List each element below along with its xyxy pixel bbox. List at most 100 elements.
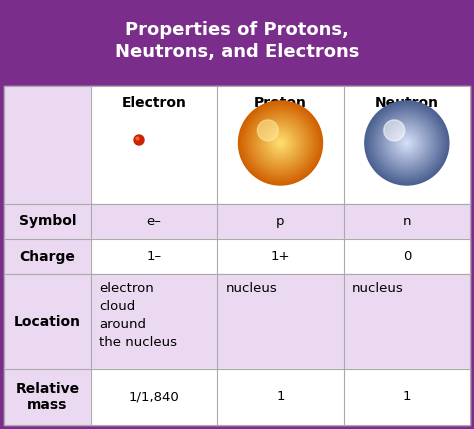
Bar (218, 274, 344, 369)
Circle shape (249, 112, 311, 174)
Bar (344, 204, 470, 239)
Bar (4, 274, 91, 369)
Circle shape (248, 111, 312, 175)
Circle shape (250, 113, 310, 173)
Circle shape (277, 140, 283, 146)
Circle shape (368, 104, 446, 182)
Bar (218, 204, 344, 239)
Circle shape (252, 114, 310, 172)
Circle shape (279, 141, 283, 145)
Circle shape (374, 110, 440, 176)
Text: 1: 1 (276, 390, 285, 404)
Text: Neutron: Neutron (375, 96, 439, 110)
Circle shape (280, 142, 282, 144)
Text: p: p (276, 215, 285, 228)
Circle shape (256, 119, 304, 167)
Circle shape (246, 108, 316, 178)
Text: Properties of Protons,
Neutrons, and Electrons: Properties of Protons, Neutrons, and Ele… (115, 21, 359, 61)
Circle shape (396, 132, 418, 154)
Circle shape (273, 136, 288, 150)
Circle shape (272, 134, 290, 152)
Circle shape (373, 109, 441, 177)
Bar (344, 239, 470, 274)
Text: 1: 1 (402, 390, 411, 404)
Circle shape (257, 120, 278, 141)
Text: Location: Location (14, 314, 81, 329)
Bar (91, 239, 218, 274)
Bar (218, 369, 344, 425)
Bar (4, 369, 91, 425)
Text: electron
cloud
around
the nucleus: electron cloud around the nucleus (99, 282, 177, 349)
Circle shape (379, 115, 435, 171)
Text: e–: e– (147, 215, 162, 228)
Bar (218, 239, 344, 274)
Circle shape (401, 137, 413, 149)
Circle shape (397, 133, 417, 153)
Circle shape (243, 105, 319, 181)
Text: n: n (402, 215, 411, 228)
Circle shape (400, 136, 414, 150)
Circle shape (134, 135, 144, 145)
Circle shape (369, 105, 445, 181)
Circle shape (275, 138, 285, 148)
Text: Electron: Electron (122, 96, 187, 110)
Bar (344, 274, 470, 369)
Circle shape (253, 115, 309, 171)
Circle shape (398, 134, 416, 152)
Circle shape (388, 124, 426, 162)
Circle shape (395, 131, 419, 155)
Circle shape (255, 118, 306, 168)
Circle shape (390, 126, 424, 160)
Circle shape (381, 117, 433, 169)
Bar (4, 239, 91, 274)
Circle shape (258, 121, 302, 165)
Circle shape (391, 127, 423, 159)
Circle shape (404, 140, 410, 146)
Text: nucleus: nucleus (352, 282, 403, 295)
Bar (4, 86, 91, 204)
Circle shape (267, 130, 293, 156)
Circle shape (384, 120, 405, 141)
Text: Symbol: Symbol (19, 214, 76, 229)
Circle shape (393, 129, 421, 157)
Circle shape (273, 135, 289, 151)
Circle shape (240, 103, 320, 183)
Circle shape (371, 107, 443, 179)
Text: 1/1,840: 1/1,840 (129, 390, 180, 404)
Circle shape (241, 104, 319, 182)
Text: 0: 0 (402, 250, 411, 263)
Circle shape (384, 120, 430, 166)
Text: Charge: Charge (19, 250, 75, 263)
Circle shape (375, 111, 439, 175)
Circle shape (372, 108, 442, 178)
Bar (344, 369, 470, 425)
Circle shape (365, 101, 449, 185)
Bar (91, 274, 218, 369)
Circle shape (266, 129, 294, 157)
Circle shape (265, 128, 295, 158)
Bar (218, 86, 344, 204)
Circle shape (389, 125, 425, 161)
Circle shape (366, 102, 448, 184)
Text: Relative
mass: Relative mass (16, 382, 80, 412)
Bar (91, 369, 218, 425)
Circle shape (246, 109, 315, 177)
Bar (91, 204, 218, 239)
Circle shape (245, 107, 317, 179)
Circle shape (264, 126, 298, 160)
Circle shape (276, 139, 284, 147)
Circle shape (264, 127, 297, 159)
Circle shape (394, 130, 420, 156)
Circle shape (385, 121, 429, 165)
Circle shape (254, 116, 308, 170)
Bar (344, 86, 470, 204)
Circle shape (402, 138, 412, 148)
Text: 1–: 1– (146, 250, 162, 263)
Circle shape (238, 101, 322, 185)
Bar (4, 204, 91, 239)
Circle shape (386, 122, 428, 164)
Circle shape (377, 113, 437, 173)
Circle shape (392, 128, 422, 158)
Circle shape (261, 123, 301, 163)
Circle shape (405, 141, 409, 145)
